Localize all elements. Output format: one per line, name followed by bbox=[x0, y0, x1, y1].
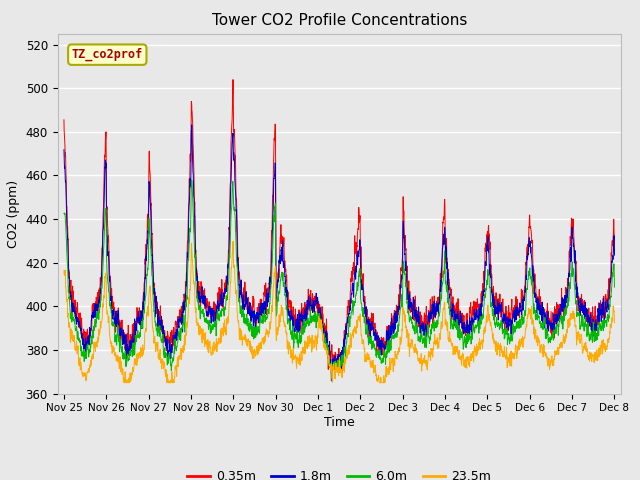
Y-axis label: CO2 (ppm): CO2 (ppm) bbox=[7, 180, 20, 248]
Title: Tower CO2 Profile Concentrations: Tower CO2 Profile Concentrations bbox=[211, 13, 467, 28]
X-axis label: Time: Time bbox=[324, 416, 355, 429]
Legend: 0.35m, 1.8m, 6.0m, 23.5m: 0.35m, 1.8m, 6.0m, 23.5m bbox=[182, 465, 496, 480]
Text: TZ_co2prof: TZ_co2prof bbox=[72, 48, 143, 61]
